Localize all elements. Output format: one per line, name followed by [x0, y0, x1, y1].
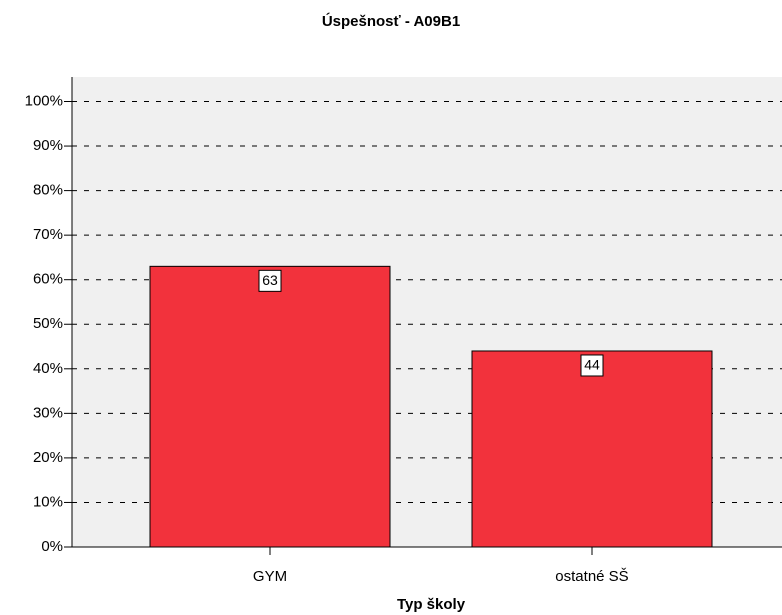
y-tick-label: 50%: [33, 315, 63, 332]
x-tick-label: GYM: [253, 568, 287, 585]
x-tick-label: ostatné SŠ: [555, 568, 628, 585]
y-tick-label: 10%: [33, 493, 63, 510]
y-tick-label: 30%: [33, 404, 63, 421]
value-label: 44: [584, 357, 600, 373]
bar: [149, 265, 391, 548]
y-tick-label: 40%: [33, 360, 63, 377]
value-label: 63: [262, 272, 278, 288]
value-label-box: [258, 269, 282, 292]
value-label-box: [580, 354, 604, 377]
y-tick-label: 100%: [25, 92, 63, 109]
y-tick-label: 70%: [33, 226, 63, 243]
bar: [471, 350, 713, 548]
y-tick-label: 0%: [41, 538, 63, 555]
y-tick-label: 90%: [33, 137, 63, 154]
y-tick-label: 80%: [33, 182, 63, 199]
y-tick-label: 20%: [33, 449, 63, 466]
x-axis-title: Typ školy: [397, 596, 466, 613]
chart-title: Úspešnosť - A09B1: [322, 12, 460, 30]
y-tick-label: 60%: [33, 271, 63, 288]
